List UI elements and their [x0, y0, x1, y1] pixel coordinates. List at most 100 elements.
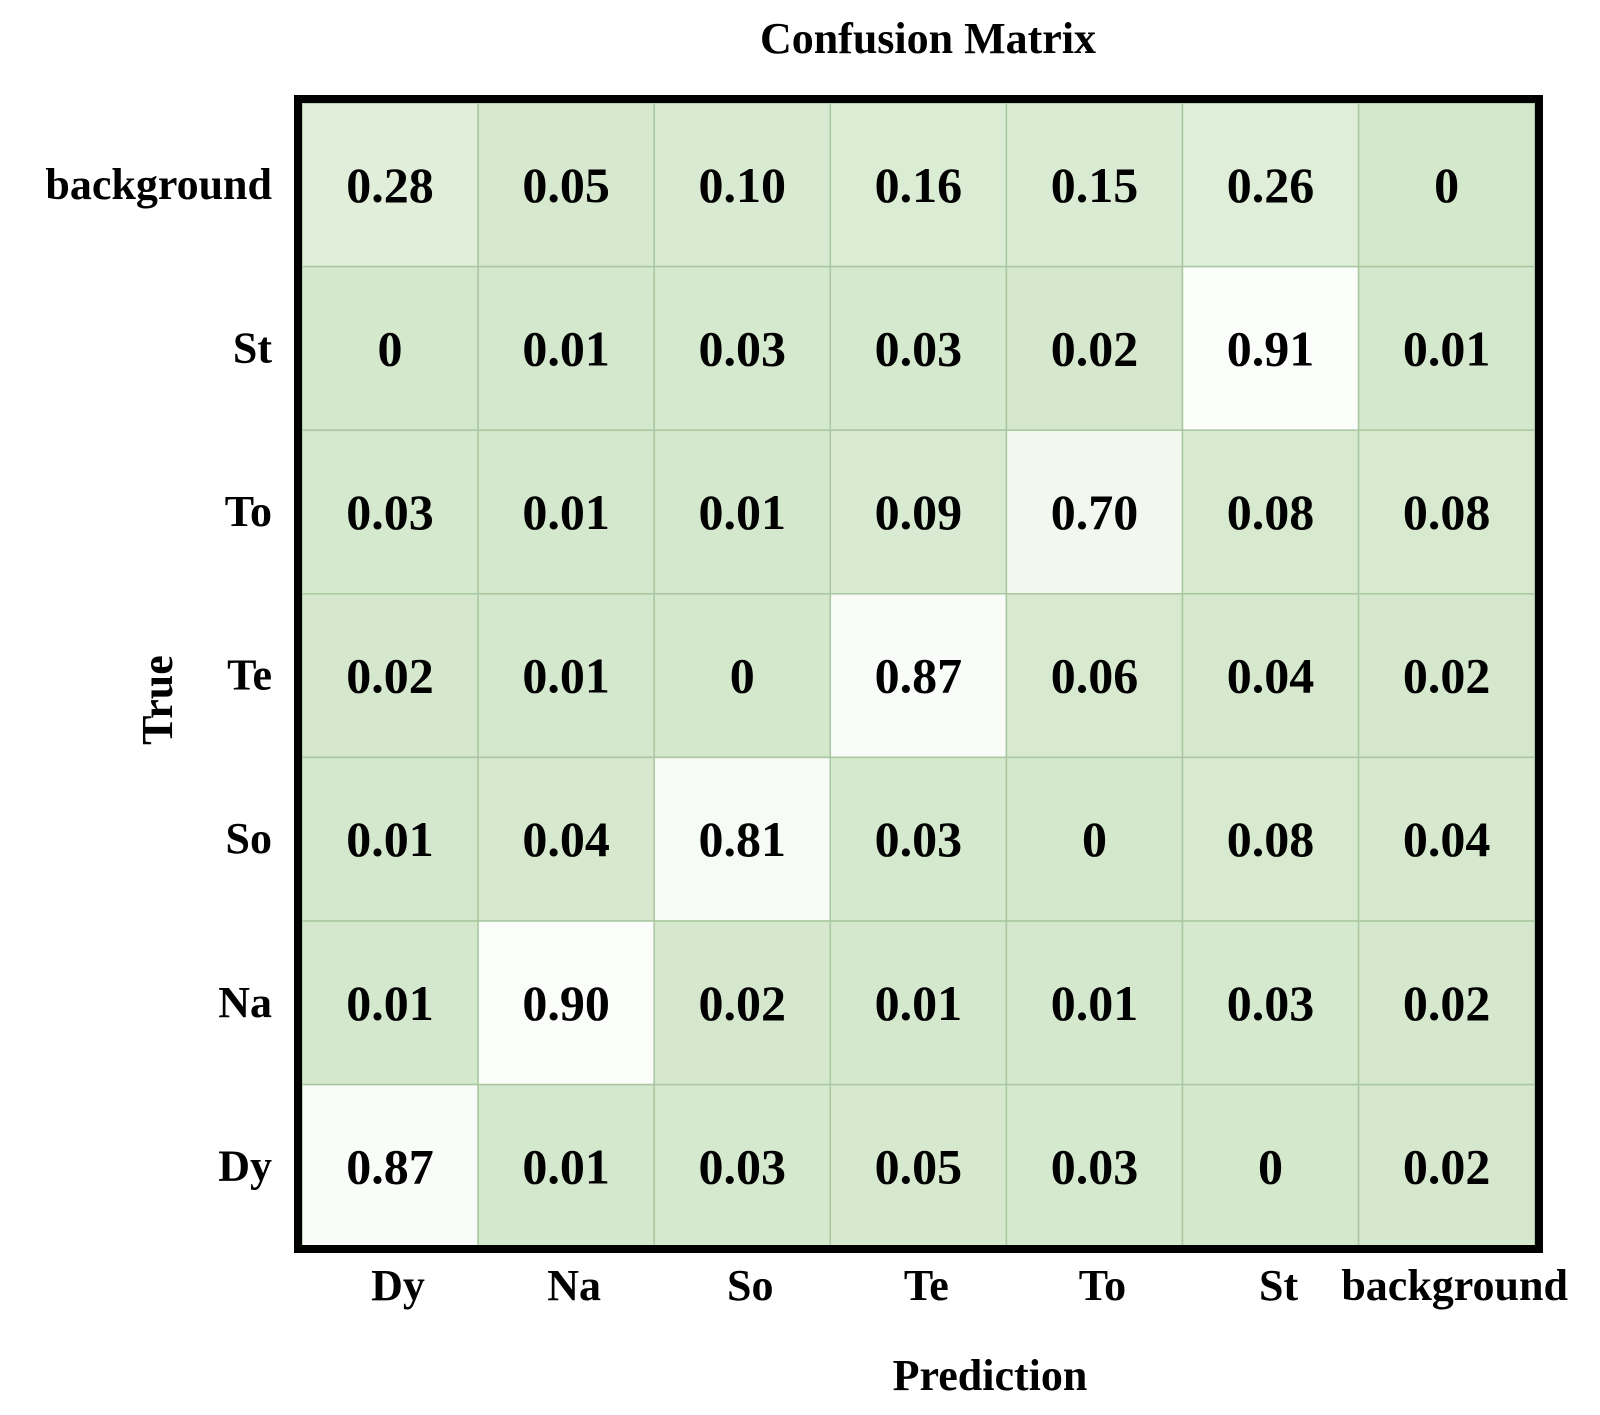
- heatmap-cell: [1005, 1083, 1184, 1249]
- heatmap-cell: [477, 593, 655, 759]
- heatmap-cell: [1357, 756, 1536, 922]
- cell-value-label: 0.03: [699, 320, 787, 376]
- heatmap-cell: [1181, 429, 1360, 595]
- heatmap-cell: [477, 102, 655, 268]
- heatmap-cell: [1181, 1083, 1360, 1249]
- cell-value-label: 0.03: [1227, 975, 1315, 1031]
- y-tick-label: To: [225, 487, 272, 536]
- cell-value-label: 0.01: [522, 320, 610, 376]
- cell-value-label: 0: [1258, 1138, 1283, 1194]
- cell-value-label: 0.91: [1227, 320, 1315, 376]
- cell-value-label: 0.03: [699, 1138, 787, 1194]
- cell-value-label: 0.26: [1227, 157, 1315, 213]
- cell-value-label: 0: [730, 648, 755, 704]
- cell-value-label: 0.02: [1403, 975, 1491, 1031]
- cell-value-label: 0.02: [1403, 1138, 1491, 1194]
- cell-value-label: 0.16: [875, 157, 963, 213]
- cell-value-label: 0.01: [346, 811, 434, 867]
- heatmap-cell: [653, 920, 832, 1086]
- y-tick-label: background: [45, 160, 272, 209]
- cell-value-label: 0.01: [1403, 320, 1491, 376]
- cell-value-label: 0: [1434, 157, 1459, 213]
- cell-value-label: 0: [378, 320, 403, 376]
- heatmap-cell: [1181, 593, 1360, 759]
- y-tick-label: Dy: [218, 1141, 272, 1190]
- cell-value-label: 0.02: [1051, 320, 1139, 376]
- cell-value-label: 0.05: [875, 1138, 963, 1194]
- heatmap-cell: [653, 429, 832, 595]
- heatmap-cell: [477, 429, 655, 595]
- cell-value-label: 0.03: [346, 484, 434, 540]
- heatmap-cells: [301, 102, 1536, 1249]
- cell-value-label: 0.15: [1051, 157, 1139, 213]
- heatmap-cell: [829, 593, 1008, 759]
- y-axis-tick-labels: background St To Te So Na Dy: [45, 160, 272, 1191]
- cell-value-label: 0.05: [522, 157, 610, 213]
- heatmap-cell: [301, 1083, 479, 1249]
- heatmap-cell: [301, 593, 479, 759]
- heatmap-cell: [1357, 920, 1536, 1086]
- cell-value-label: 0.01: [522, 484, 610, 540]
- x-axis-tick-labels: Dy Na So Te To St background: [371, 1261, 1568, 1310]
- x-tick-label: Te: [904, 1261, 949, 1310]
- cell-value-label: 0.87: [875, 648, 963, 704]
- cell-value-label: 0.06: [1051, 648, 1139, 704]
- heatmap-cell: [1181, 102, 1360, 268]
- x-axis-label: Prediction: [893, 1351, 1088, 1400]
- cell-value-label: 0.01: [346, 975, 434, 1031]
- x-tick-label: To: [1079, 1261, 1126, 1310]
- cell-value-label: 0.01: [699, 484, 787, 540]
- cell-value-label: 0.01: [522, 1138, 610, 1194]
- cell-value-label: 0.03: [875, 320, 963, 376]
- heatmap-cell: [1357, 429, 1536, 595]
- heatmap-cell: [653, 756, 832, 922]
- cell-value-label: 0.03: [875, 811, 963, 867]
- matrix-border: [294, 95, 1543, 1253]
- cell-value-label: 0.04: [522, 811, 610, 867]
- heatmap-cell: [653, 1083, 832, 1249]
- heatmap-cell: [829, 920, 1008, 1086]
- cell-value-label: 0.01: [875, 975, 963, 1031]
- cell-value-label: 0.02: [699, 975, 787, 1031]
- heatmap-cell: [301, 920, 479, 1086]
- heatmap-cell: [301, 756, 479, 922]
- heatmap-cell: [829, 1083, 1008, 1249]
- heatmap-cell: [301, 429, 479, 595]
- cell-value-label: 0: [1082, 811, 1107, 867]
- heatmap-cell: [829, 429, 1008, 595]
- y-tick-label: So: [226, 814, 272, 863]
- x-tick-label: So: [727, 1261, 773, 1310]
- heatmap-cell: [1181, 265, 1360, 431]
- chart-title: Confusion Matrix: [760, 14, 1096, 63]
- heatmap-cell: [1357, 1083, 1536, 1249]
- x-tick-label: background: [1341, 1261, 1568, 1310]
- cell-value-label: 0.09: [875, 484, 963, 540]
- cell-value-label: 0.04: [1403, 811, 1491, 867]
- heatmap-cell: [829, 102, 1008, 268]
- y-axis-label: True: [133, 655, 182, 745]
- heatmap-cell: [1357, 593, 1536, 759]
- cell-value-label: 0.02: [1403, 648, 1491, 704]
- x-tick-label: Dy: [371, 1261, 425, 1310]
- cell-value-label: 0.90: [522, 975, 610, 1031]
- cell-value-label: 0.08: [1227, 811, 1315, 867]
- cell-value-label: 0.08: [1403, 484, 1491, 540]
- y-tick-label: Na: [218, 978, 272, 1027]
- heatmap-cell: [477, 920, 655, 1086]
- heatmap-cell: [653, 265, 832, 431]
- heatmap-cell: [1005, 265, 1184, 431]
- x-tick-label: St: [1259, 1261, 1298, 1310]
- heatmap-cell: [1357, 265, 1536, 431]
- cell-value-label: 0.10: [699, 157, 787, 213]
- cell-value-label: 0.70: [1051, 484, 1139, 540]
- heatmap-cell: [1005, 920, 1184, 1086]
- heatmap-cell: [1005, 102, 1184, 268]
- cell-value-label: 0.08: [1227, 484, 1315, 540]
- cell-value-label: 0.81: [699, 811, 787, 867]
- cell-value-labels: 0.28 0.05 0.10 0.16 0.15 0.26 0 0 0.01 0.03 0.03 0.…: [346, 157, 1490, 1195]
- cell-value-label: 0.28: [346, 157, 434, 213]
- y-tick-label: Te: [227, 651, 272, 700]
- heatmap-cell: [301, 102, 479, 268]
- cell-value-label: 0.04: [1227, 648, 1315, 704]
